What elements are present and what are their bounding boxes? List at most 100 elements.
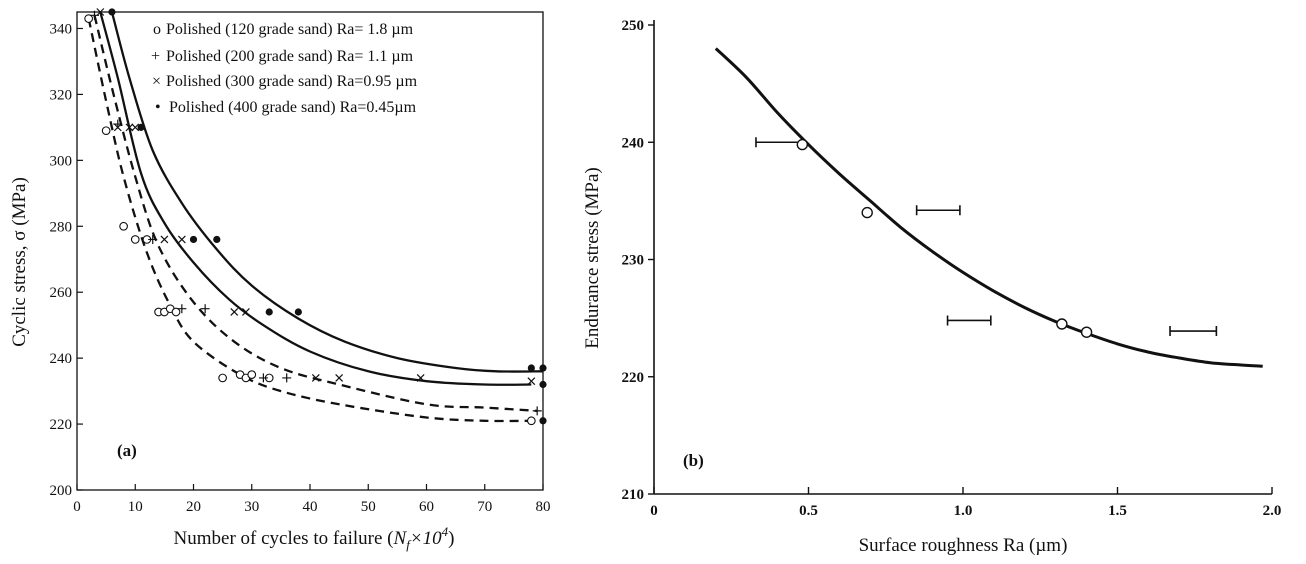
- legend-item-400: Polished (400 grade sand) Ra=0.45µm: [169, 99, 417, 116]
- chart-b-x-ticks: 0 0.5 1.0 1.5 2.0: [650, 487, 1281, 519]
- chart-a-curves: [87, 11, 544, 423]
- chart-a-x-tick-label-10: 10: [128, 499, 143, 515]
- chart-b: 210 220 230 240 250 0 0.5 1.0 1.5 2.0 (b) Endura…: [582, 18, 1281, 556]
- chart-b-error-bar-4: [1169, 326, 1218, 337]
- chart-a-y-tick-label-300: 300: [50, 153, 73, 169]
- series-400-point-3: [189, 235, 198, 244]
- chart-a-x-axis-label: Number of cycles to failure (Nf×104): [174, 524, 455, 552]
- series-300-point-12: [527, 377, 536, 386]
- series-300-point-7: [230, 308, 239, 316]
- series-400-point-4: [213, 235, 221, 244]
- chart-a-x-axis-label-multiplier: ×10: [410, 528, 442, 549]
- legend-item-400-marker: •: [155, 99, 161, 116]
- chart-b-point-2: [861, 206, 873, 219]
- series-120-point-13: [247, 370, 257, 379]
- series-300-point-4: [131, 123, 140, 132]
- series-200-point-4: [177, 304, 187, 314]
- series-200-point-8: [532, 406, 542, 416]
- chart-a-panel-label: (a): [117, 441, 137, 460]
- chart-b-fit-line: [714, 47, 1263, 368]
- chart-b-point-3: [1056, 318, 1068, 330]
- series-300-point-11: [416, 373, 425, 382]
- chart-b-y-ticks: 210 220 230 240 250: [622, 18, 654, 503]
- chart-b-x-tick-label-0: 0: [650, 503, 658, 519]
- chart-a-y-tick-label-340: 340: [50, 21, 73, 37]
- series-300-point-9: [311, 373, 320, 382]
- series-300-curve: [99, 11, 532, 386]
- chart-b-x-tick-label-1.0: 1.0: [954, 503, 973, 519]
- chart-a-y-tick-label-240: 240: [50, 351, 73, 367]
- chart-a-x-tick-label-80: 80: [536, 499, 551, 515]
- chart-a-x-axis-label-symbol: N: [393, 528, 408, 549]
- series-400-point-6: [294, 308, 302, 316]
- series-120-curve: [87, 18, 532, 423]
- chart-a-y-tick-label-260: 260: [50, 285, 73, 301]
- chart-a-y-tick-label-220: 220: [50, 417, 73, 433]
- series-400-point-10: [539, 417, 547, 425]
- legend-item-120: Polished (120 grade sand) Ra= 1.8 µm: [166, 21, 414, 38]
- chart-a-x-axis-label-text: Number of cycles to failure (: [174, 528, 394, 549]
- chart-a-x-ticks: 0 10 20 30 40 50 60 70 80: [73, 484, 551, 515]
- series-300-point-6: [177, 235, 186, 244]
- legend-item-300-marker: ×: [152, 73, 161, 90]
- chart-a-y-axis-label: Cyclic stress, σ (MPa): [9, 177, 30, 347]
- series-120-point-2: [101, 126, 111, 136]
- chart-a-y-tick-label-320: 320: [50, 87, 73, 103]
- legend-item-120-marker: o: [153, 21, 161, 38]
- legend-item-300: Polished (300 grade sand) Ra=0.95 µm: [166, 73, 418, 90]
- series-400-point-7: [527, 364, 535, 372]
- chart-a-y-tick-label-200: 200: [50, 483, 73, 499]
- series-300-point-2: [113, 123, 122, 132]
- chart-b-y-tick-label-230: 230: [622, 253, 645, 269]
- chart-a-y-tick-label-280: 280: [50, 219, 73, 235]
- chart-b-error-bar-2: [915, 205, 961, 216]
- chart-a-x-axis-label-close: ): [448, 528, 454, 549]
- series-300-point-10: [335, 373, 344, 382]
- chart-a-x-axis-label-subscript: f: [406, 537, 412, 552]
- series-200-curve: [93, 15, 538, 413]
- chart-a: 200 220 240 260 280 300 320 340 0 10 20 30 40 50 60 70…: [9, 8, 551, 552]
- chart-a-y-ticks: 200 220 240 260 280 300 320 340: [50, 21, 83, 499]
- chart-b-points: [796, 138, 1093, 338]
- chart-a-x-tick-label-0: 0: [73, 499, 81, 515]
- series-120-point-10: [218, 373, 227, 383]
- chart-b-x-tick-label-2.0: 2.0: [1263, 503, 1282, 519]
- legend-item-200: Polished (200 grade sand) Ra= 1.1 µm: [166, 48, 414, 65]
- chart-b-panel-label: (b): [683, 451, 704, 470]
- series-400-point-2: [137, 123, 145, 131]
- series-300-point-8: [242, 308, 250, 316]
- chart-b-error-bar-1: [755, 137, 804, 148]
- series-400-point-5: [265, 308, 273, 316]
- series-300-point-5: [160, 235, 169, 244]
- series-400-curve: [110, 11, 544, 373]
- chart-a-legend: o Polished (120 grade sand) Ra= 1.8 µm +…: [151, 21, 418, 116]
- series-120-point-9: [171, 307, 181, 317]
- chart-b-y-tick-label-210: 210: [622, 487, 645, 503]
- chart-b-y-tick-label-250: 250: [622, 18, 645, 34]
- series-400-point-1: [108, 8, 116, 16]
- series-200-point-7: [282, 373, 292, 383]
- chart-b-x-tick-label-0.5: 0.5: [799, 503, 818, 519]
- chart-b-error-bars: [755, 137, 1218, 337]
- chart-b-error-bar-3: [946, 315, 992, 326]
- chart-b-point-1: [796, 138, 809, 151]
- series-200-point-6: [258, 373, 268, 383]
- chart-a-x-tick-label-60: 60: [419, 499, 434, 515]
- chart-b-y-tick-label-240: 240: [622, 135, 645, 151]
- chart-a-x-tick-label-40: 40: [303, 499, 318, 515]
- series-300-point-1: [96, 8, 105, 16]
- chart-a-x-tick-label-30: 30: [244, 499, 259, 515]
- legend-item-200-marker: +: [151, 48, 160, 65]
- chart-a-x-tick-label-20: 20: [186, 499, 201, 515]
- series-200-point-5: [200, 304, 210, 314]
- chart-b-x-tick-label-1.5: 1.5: [1108, 503, 1127, 519]
- chart-b-y-axis-label: Endurance stress (MPa): [582, 167, 603, 349]
- chart-a-x-tick-label-70: 70: [477, 499, 492, 515]
- series-120-point-15: [526, 416, 536, 426]
- chart-a-x-axis-label-exponent: 4: [442, 524, 449, 539]
- series-400-point-9: [539, 380, 547, 389]
- chart-b-point-4: [1080, 326, 1093, 338]
- chart-b-x-axis-label: Surface roughness Ra (µm): [859, 535, 1068, 556]
